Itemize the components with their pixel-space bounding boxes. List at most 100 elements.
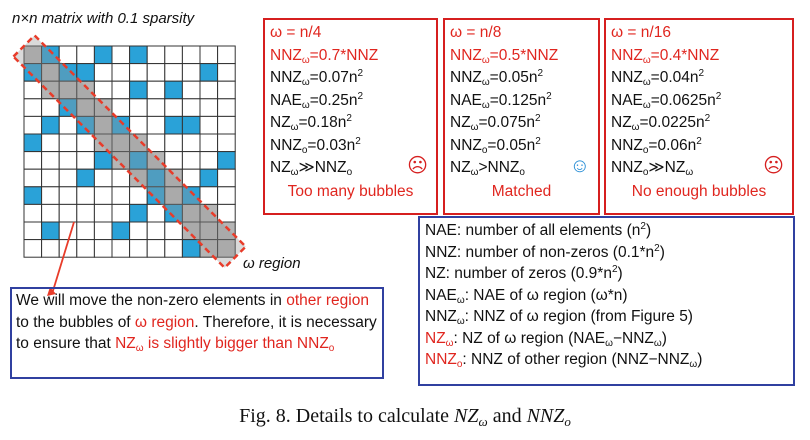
stat-line: NAEω=0.0625n2 bbox=[611, 90, 722, 111]
note-text: We will move the non-zero elements in bbox=[16, 292, 287, 309]
stat-line: NAEω=0.25n2 bbox=[270, 90, 364, 111]
zero-cell bbox=[181, 98, 201, 117]
zero-cell bbox=[199, 45, 219, 65]
zero-cell bbox=[76, 45, 95, 65]
zero-cell bbox=[93, 203, 113, 223]
nonzero-cell bbox=[93, 45, 113, 65]
stat-line: NNZω=0.07n2 bbox=[270, 68, 364, 88]
zero-cell bbox=[111, 239, 131, 258]
nnz-omega-ratio: NNZω=0.7*NNZ bbox=[270, 46, 379, 66]
zero-cell bbox=[23, 115, 43, 135]
legend-item: NNZω: NNZ of ω region (from Figure 5) bbox=[425, 308, 693, 327]
zero-cell bbox=[217, 63, 236, 82]
legend-item: NNZ: number of non-zeros (0.1*n2) bbox=[425, 242, 665, 261]
nonzero-cell bbox=[111, 221, 131, 241]
stat-line: NAEω=0.125n2 bbox=[450, 90, 552, 111]
note-box: We will move the non-zero elements in ot… bbox=[10, 287, 384, 379]
zero-cell bbox=[129, 239, 148, 258]
zero-cell bbox=[181, 45, 201, 65]
zero-cell bbox=[199, 98, 219, 117]
zero-cell bbox=[111, 63, 131, 82]
stat-line: NZω=0.0225n2 bbox=[611, 113, 711, 133]
zero-cell bbox=[146, 98, 166, 117]
verdict-label: Matched bbox=[491, 182, 552, 200]
nonzero-cell bbox=[199, 63, 219, 82]
zero-cell bbox=[93, 221, 113, 241]
zero-cell bbox=[199, 80, 219, 100]
zero-cell bbox=[199, 115, 219, 135]
nonzero-cell bbox=[76, 168, 95, 188]
zero-cell bbox=[58, 186, 78, 205]
nonzero-cell bbox=[164, 115, 183, 135]
nonzero-cell bbox=[129, 45, 148, 65]
omega-value: ω = n/16 bbox=[611, 24, 671, 41]
zero-cell bbox=[111, 203, 131, 223]
legend-item: NZω: NZ of ω region (NAEω−NNZω) bbox=[425, 329, 667, 349]
verdict-label: Too many bubbles bbox=[287, 182, 414, 200]
sad-face-icon: ☹ bbox=[407, 155, 428, 177]
zero-cell bbox=[217, 168, 236, 188]
zero-cell bbox=[76, 221, 95, 241]
note-text: to the bubbles of bbox=[16, 313, 135, 331]
figure-caption: Fig. 8. Details to calculate NZω and NNZ… bbox=[239, 405, 571, 429]
nonzero-cell bbox=[129, 80, 148, 100]
zero-cell bbox=[217, 186, 236, 205]
zero-cell bbox=[76, 239, 95, 258]
zero-cell bbox=[199, 151, 219, 170]
stat-line: NNZω=0.04n2 bbox=[611, 68, 705, 88]
zero-cell bbox=[217, 133, 236, 153]
zero-cell bbox=[41, 186, 60, 205]
zero-cell bbox=[111, 80, 131, 100]
nonzero-cell bbox=[164, 80, 183, 100]
nnz-omega-ratio: NNZω=0.5*NNZ bbox=[450, 46, 559, 66]
zero-cell bbox=[199, 133, 219, 153]
zero-cell bbox=[146, 63, 166, 82]
stat-line: NNZo≫NZω bbox=[611, 159, 694, 178]
zero-cell bbox=[23, 151, 43, 170]
zero-cell bbox=[93, 80, 113, 100]
stat-line: NNZo=0.06n2 bbox=[611, 135, 702, 156]
zero-cell bbox=[164, 239, 183, 258]
omega-value: ω = n/4 bbox=[270, 24, 322, 41]
band-cell bbox=[217, 239, 236, 258]
omega-n8-box: ω = n/8 NNZω=0.5*NNZ NNZω=0.05n2 NAEω=0.125… bbox=[443, 18, 600, 215]
zero-cell bbox=[181, 80, 201, 100]
nnz-omega-ratio: NNZω=0.4*NNZ bbox=[611, 46, 720, 66]
zero-cell bbox=[58, 203, 78, 223]
zero-cell bbox=[164, 151, 183, 170]
zero-cell bbox=[76, 151, 95, 170]
stat-line: NZω≫NNZo bbox=[270, 159, 353, 178]
zero-cell bbox=[164, 45, 183, 65]
nonzero-cell bbox=[217, 151, 236, 170]
nonzero-cell bbox=[41, 221, 60, 241]
nonzero-cell bbox=[129, 203, 148, 223]
stat-line: NNZo=0.05n2 bbox=[450, 135, 541, 156]
zero-cell bbox=[217, 98, 236, 117]
zero-cell bbox=[129, 115, 148, 135]
highlighted-text: NZω is slightly bigger than NNZo bbox=[115, 335, 335, 354]
zero-cell bbox=[146, 80, 166, 100]
zero-cell bbox=[58, 133, 78, 153]
move-arrow-line bbox=[51, 221, 75, 295]
zero-cell bbox=[217, 45, 236, 65]
nonzero-cell bbox=[23, 186, 43, 205]
move-arrow-head bbox=[47, 287, 56, 296]
zero-cell bbox=[164, 133, 183, 153]
zero-cell bbox=[129, 63, 148, 82]
zero-cell bbox=[41, 168, 60, 188]
zero-cell bbox=[146, 221, 166, 241]
zero-cell bbox=[23, 203, 43, 223]
sad-face-icon: ☹ bbox=[763, 155, 784, 177]
zero-cell bbox=[146, 45, 166, 65]
stat-line: NZω=0.18n2 bbox=[270, 113, 352, 133]
nonzero-cell bbox=[41, 115, 60, 135]
zero-cell bbox=[181, 63, 201, 82]
zero-cell bbox=[58, 45, 78, 65]
zero-cell bbox=[58, 168, 78, 188]
stat-line: NNZω=0.05n2 bbox=[450, 68, 544, 88]
zero-cell bbox=[217, 80, 236, 100]
zero-cell bbox=[23, 98, 43, 117]
nonzero-cell bbox=[199, 168, 219, 188]
legend-item: NNZo: NNZ of other region (NNZ−NNZω) bbox=[425, 351, 703, 370]
